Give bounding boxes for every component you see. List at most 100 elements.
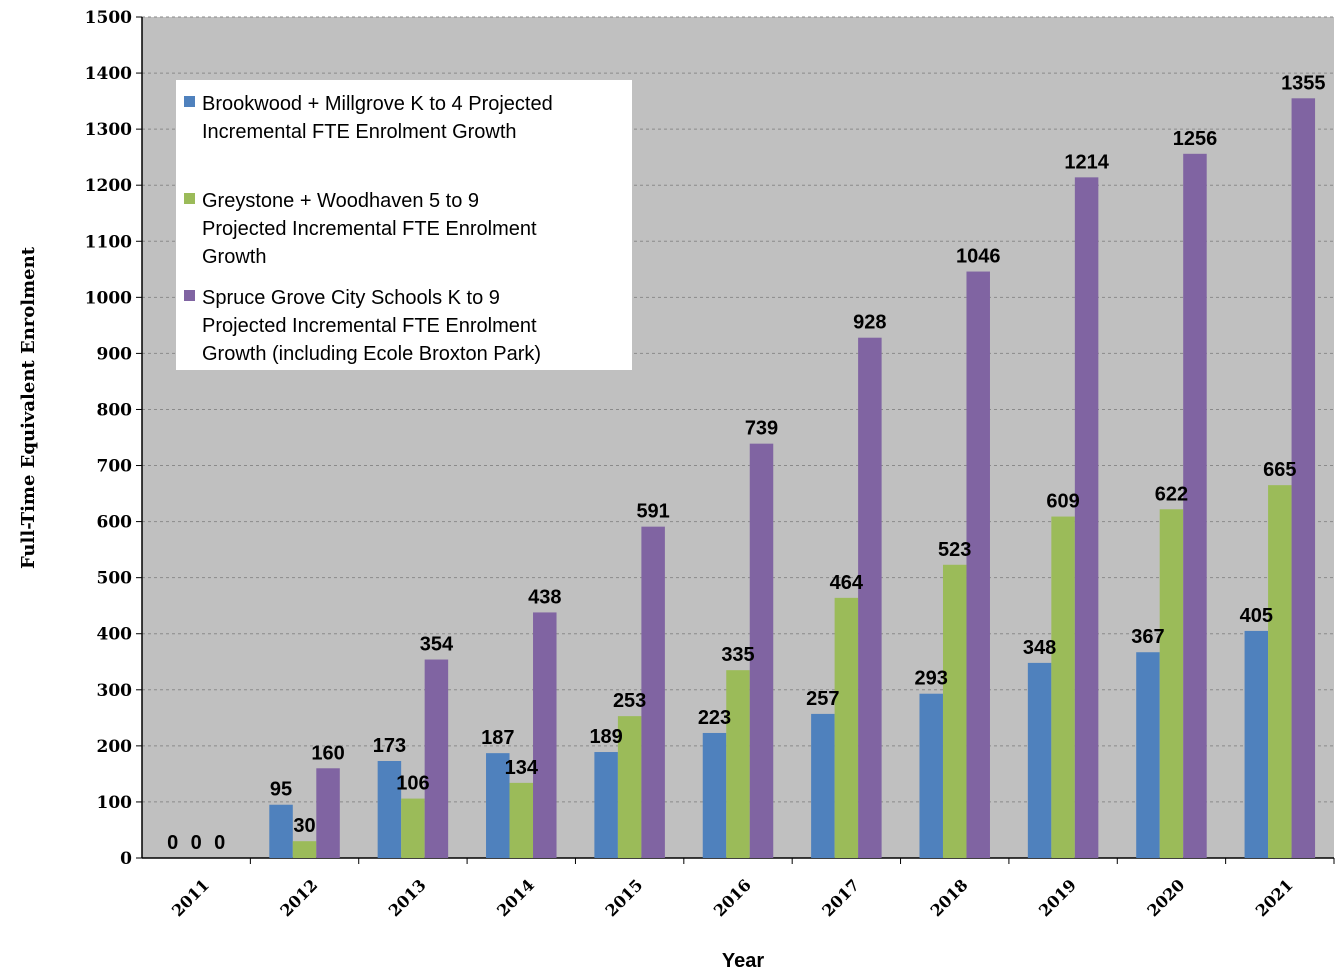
legend: Brookwood + Millgrove K to 4 Projected In… — [176, 80, 632, 370]
legend-label: Projected Incremental FTE Enrolment — [202, 218, 537, 240]
bar — [486, 753, 510, 858]
data-label: 293 — [915, 668, 948, 690]
data-label: 160 — [311, 742, 344, 764]
data-label: 348 — [1023, 637, 1056, 659]
bar — [1027, 662, 1052, 858]
x-tick-label: 2013 — [385, 875, 430, 920]
y-tick-label: 900 — [97, 344, 133, 364]
bar — [726, 670, 750, 858]
bar — [377, 761, 402, 858]
data-label: 0 — [214, 832, 225, 854]
y-tick-label: 1300 — [85, 120, 132, 140]
y-axis: 0 100 200 300 400 500 600 700 800 900 1000 1100 1200… — [85, 8, 143, 869]
data-label: 739 — [745, 418, 778, 440]
y-tick-label: 1000 — [85, 288, 132, 308]
data-labels: 0 95 173 187 189 223 257 293 348 367 405 0 30 106 134 2… — [167, 72, 1325, 854]
x-tick-label: 2015 — [602, 875, 647, 920]
x-axis: 2011 2012 2013 2014 2015 2016 2017 2018 2019 2020… — [142, 857, 1335, 920]
legend-swatch — [184, 193, 195, 204]
legend-swatch — [184, 290, 195, 301]
x-tick-label: 2020 — [1143, 875, 1188, 920]
data-label: 1355 — [1281, 72, 1326, 94]
x-tick-label: 2012 — [276, 875, 321, 920]
bar — [834, 597, 859, 858]
bar — [749, 443, 774, 858]
bar — [316, 768, 340, 858]
bar — [1051, 516, 1075, 858]
bar — [509, 782, 534, 858]
data-label: 95 — [270, 779, 292, 801]
data-label: 173 — [373, 735, 406, 757]
data-label: 189 — [589, 726, 622, 748]
data-label: 223 — [698, 707, 731, 729]
y-tick-label: 1200 — [85, 176, 132, 196]
y-tick-label: 600 — [97, 513, 133, 533]
data-label: 354 — [420, 634, 454, 656]
bar — [966, 271, 990, 858]
bar — [1268, 485, 1292, 858]
bar — [401, 798, 425, 858]
data-label: 665 — [1263, 459, 1296, 481]
data-label: 257 — [806, 688, 839, 710]
bar — [811, 713, 835, 858]
bar — [1159, 509, 1184, 858]
x-tick-label: 2021 — [1252, 875, 1297, 920]
data-label: 30 — [293, 815, 315, 837]
legend-label: Brookwood + Millgrove K to 4 Projected — [202, 93, 553, 115]
legend-label: Growth — [202, 246, 266, 268]
data-label: 0 — [167, 832, 178, 854]
data-label: 335 — [721, 644, 754, 666]
y-tick-label: 1100 — [85, 232, 132, 252]
bar — [533, 612, 557, 858]
bar — [858, 337, 882, 859]
legend-label: Projected Incremental FTE Enrolment — [202, 315, 537, 337]
bars — [269, 98, 1316, 859]
legend-label: Greystone + Woodhaven 5 to 9 — [202, 190, 479, 212]
y-tick-label: 700 — [97, 457, 133, 477]
y-tick-label: 500 — [97, 569, 133, 589]
data-label: 106 — [396, 773, 429, 795]
data-label: 928 — [853, 312, 886, 334]
x-tick-label: 2016 — [710, 875, 755, 920]
bar — [641, 526, 665, 858]
bar — [942, 564, 967, 858]
data-label: 1256 — [1173, 128, 1218, 150]
x-axis-title: Year — [722, 950, 764, 971]
data-label: 0 — [191, 832, 202, 854]
x-tick-label: 2018 — [927, 875, 972, 920]
bar — [1136, 652, 1160, 858]
y-tick-label: 200 — [97, 737, 133, 757]
data-label: 367 — [1131, 626, 1164, 648]
data-label: 609 — [1046, 491, 1079, 513]
bar — [702, 732, 727, 858]
data-label: 1046 — [956, 246, 1001, 268]
y-tick-label: 100 — [97, 793, 133, 813]
data-label: 523 — [938, 539, 971, 561]
data-label: 464 — [830, 572, 864, 594]
bar — [292, 841, 317, 858]
x-tick-label: 2014 — [493, 875, 538, 920]
x-tick-label: 2011 — [168, 875, 213, 920]
y-tick-label: 300 — [97, 681, 133, 701]
data-label: 405 — [1240, 605, 1273, 627]
bar — [1244, 630, 1269, 858]
legend-swatch — [184, 96, 195, 107]
bar — [269, 804, 293, 858]
y-tick-label: 1500 — [85, 8, 132, 28]
y-tick-label: 0 — [120, 849, 132, 869]
y-tick-label: 800 — [97, 400, 133, 420]
y-tick-label: 1400 — [85, 64, 132, 84]
data-label: 1214 — [1064, 151, 1109, 173]
bar — [1183, 153, 1207, 858]
data-label: 187 — [481, 727, 514, 749]
bar — [919, 693, 943, 858]
bar — [424, 659, 449, 858]
data-label: 438 — [528, 586, 561, 608]
bar — [617, 716, 642, 858]
y-tick-label: 400 — [97, 625, 133, 645]
x-tick-label: 2017 — [818, 875, 863, 920]
data-label: 253 — [613, 690, 646, 712]
bar — [594, 752, 618, 858]
legend-box — [176, 80, 632, 370]
